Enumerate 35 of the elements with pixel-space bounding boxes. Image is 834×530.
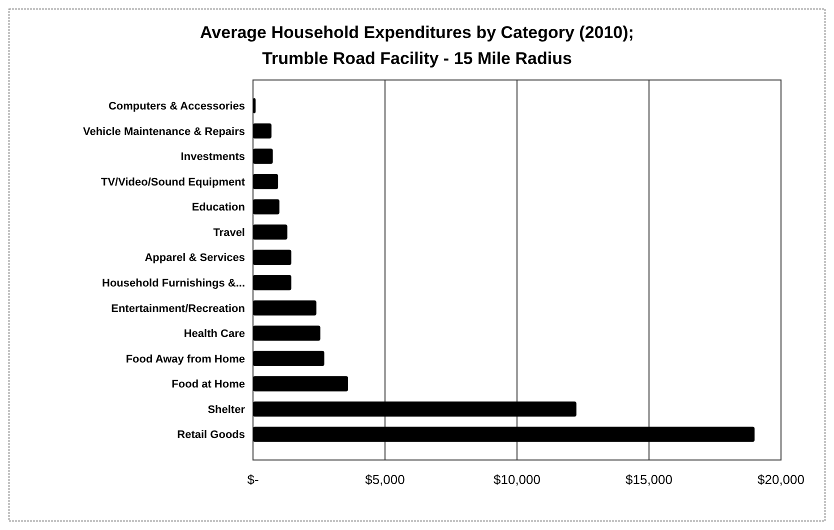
y-tick-label: Travel [213, 226, 245, 239]
y-tick-label: Shelter [208, 404, 246, 416]
chart-title: Average Household Expenditures by Category (2010); [200, 23, 634, 42]
chart-subtitle: Trumble Road Facility - 15 Mile Radius [262, 49, 572, 68]
y-tick-label: Household Furnishings &... [102, 277, 245, 290]
x-tick-label: $15,000 [626, 472, 672, 487]
y-tick-label: Entertainment/Recreation [111, 302, 246, 315]
bar [253, 401, 576, 417]
bar [253, 376, 348, 392]
y-tick-label: Computers & Accessories [108, 100, 245, 113]
bar [253, 98, 256, 114]
x-tick-label: $5,000 [365, 472, 405, 487]
y-tick-label: Food at Home [172, 378, 245, 391]
bar [253, 148, 273, 164]
bar [253, 350, 324, 366]
bar [253, 250, 292, 265]
y-tick-label: Education [192, 202, 246, 214]
bar [253, 300, 316, 316]
y-tick-label: Investments [180, 151, 245, 164]
bar [253, 199, 280, 214]
bar [253, 275, 292, 290]
bar [253, 123, 272, 139]
x-tick-label: $20,000 [758, 472, 804, 487]
y-tick-label: TV/Video/Sound Equipment [100, 176, 246, 188]
bar [253, 174, 278, 190]
x-tick-label: $- [247, 472, 259, 487]
y-tick-label: Retail Goods [177, 429, 245, 442]
bar [253, 224, 288, 240]
y-tick-label: Vehicle Maintenance & Repairs [82, 126, 245, 138]
bar [253, 326, 320, 341]
x-tick-label: $10,000 [494, 472, 540, 487]
y-tick-label: Health Care [184, 328, 245, 340]
y-tick-label: Apparel & Services [144, 252, 245, 264]
y-tick-label: Food Away from Home [126, 353, 245, 366]
bar [253, 426, 755, 442]
